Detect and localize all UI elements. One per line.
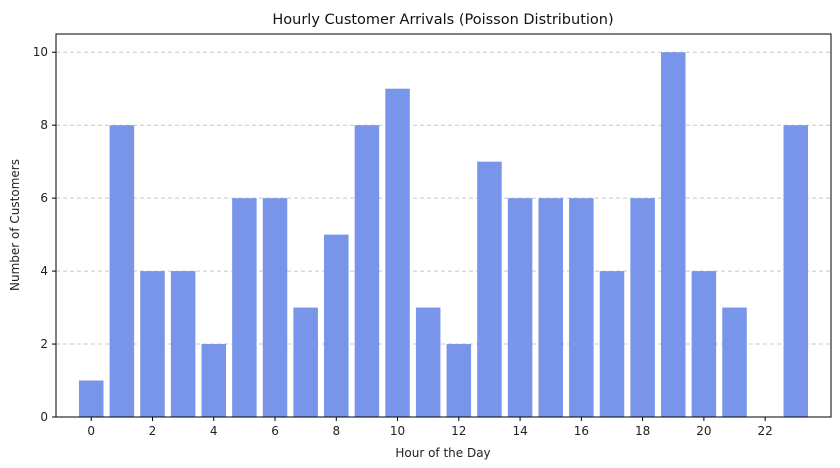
x-axis-ticks: 0 2 4 6 8 10 12 14 16 18 20 22 xyxy=(87,417,773,438)
bar-hour-18 xyxy=(630,198,655,417)
bar-hour-4 xyxy=(201,344,227,417)
x-tick-label: 2 xyxy=(149,424,157,438)
chart-title: Hourly Customer Arrivals (Poisson Distri… xyxy=(272,12,613,28)
x-tick-label: 18 xyxy=(635,424,650,438)
bar-hour-20 xyxy=(691,271,717,417)
bar-hour-0 xyxy=(78,380,104,417)
bar-hour-14 xyxy=(507,198,533,417)
bar-hour-17 xyxy=(599,271,625,417)
x-tick-label: 0 xyxy=(87,424,95,438)
bar-hour-21 xyxy=(722,307,747,417)
bar-hour-11 xyxy=(415,307,441,417)
x-tick-label: 14 xyxy=(512,424,527,438)
bar-hour-1 xyxy=(109,125,135,417)
x-tick-label: 16 xyxy=(574,424,589,438)
x-tick-label: 22 xyxy=(757,424,772,438)
x-tick-label: 20 xyxy=(696,424,711,438)
x-tick-label: 10 xyxy=(390,424,405,438)
x-tick-label: 12 xyxy=(451,424,466,438)
y-tick-label: 4 xyxy=(40,264,48,278)
bar-hour-19 xyxy=(660,52,686,417)
x-axis-label: Hour of the Day xyxy=(395,446,490,460)
bar-hour-3 xyxy=(170,271,196,417)
y-tick-label: 8 xyxy=(40,118,48,132)
bar-hour-7 xyxy=(293,307,318,417)
bar-hour-2 xyxy=(140,271,165,417)
bar-hour-23 xyxy=(783,125,809,417)
bar-hour-6 xyxy=(262,198,288,417)
bar-hour-16 xyxy=(569,198,594,417)
bar-hour-13 xyxy=(477,161,502,417)
y-axis-label: Number of Customers xyxy=(8,159,22,291)
x-tick-label: 6 xyxy=(271,424,279,438)
bar-hour-10 xyxy=(385,88,410,417)
bar-hour-5 xyxy=(232,198,257,417)
y-tick-label: 0 xyxy=(40,410,48,424)
bar-hour-8 xyxy=(324,234,349,417)
y-tick-label: 10 xyxy=(33,45,48,59)
y-tick-label: 2 xyxy=(40,337,48,351)
x-tick-label: 4 xyxy=(210,424,218,438)
bar-hour-15 xyxy=(538,198,563,417)
plot-frame xyxy=(55,33,832,418)
y-axis-ticks: 0 2 4 6 8 10 xyxy=(33,45,56,424)
x-tick-label: 8 xyxy=(332,424,340,438)
bars xyxy=(78,52,809,417)
bar-hour-12 xyxy=(446,344,472,417)
bar-hour-9 xyxy=(354,125,380,417)
y-tick-label: 6 xyxy=(40,191,48,205)
